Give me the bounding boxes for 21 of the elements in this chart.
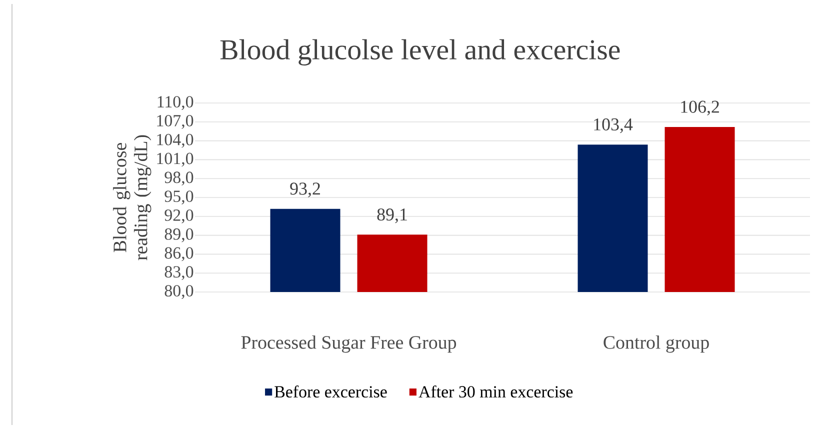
y-tick-label: 80,0 [164,285,194,299]
data-label: 103,4 [594,118,633,134]
x-tick-label: Processed Sugar Free Group [241,336,456,353]
data-label: 93,2 [290,182,320,198]
y-tick-label: 89,0 [164,228,194,242]
y-tick-label: 110,0 [158,96,194,110]
y-tick-label: 86,0 [164,247,194,262]
data-label: 89,1 [377,208,407,224]
y-axis-title: Blood glucose reading (mg/dL) [113,135,152,260]
data-label: 106,2 [681,100,719,116]
x-tick-label: Control group [604,336,709,353]
chart-title: Blood glucolse level and excercise [220,39,620,66]
y-tick-label: 101,0 [157,152,194,167]
legend-label: After 30 min excercise [418,385,573,398]
y-tick-label: 92,0 [164,209,194,224]
y-tick-label: 83,0 [164,266,194,280]
legend-label: Before excercise [274,385,387,398]
y-tick-label: 98,0 [164,172,194,186]
y-tick-label: 95,0 [164,190,194,204]
y-tick-label: 107,0 [157,114,194,129]
y-tick-label: 104,0 [157,134,194,148]
